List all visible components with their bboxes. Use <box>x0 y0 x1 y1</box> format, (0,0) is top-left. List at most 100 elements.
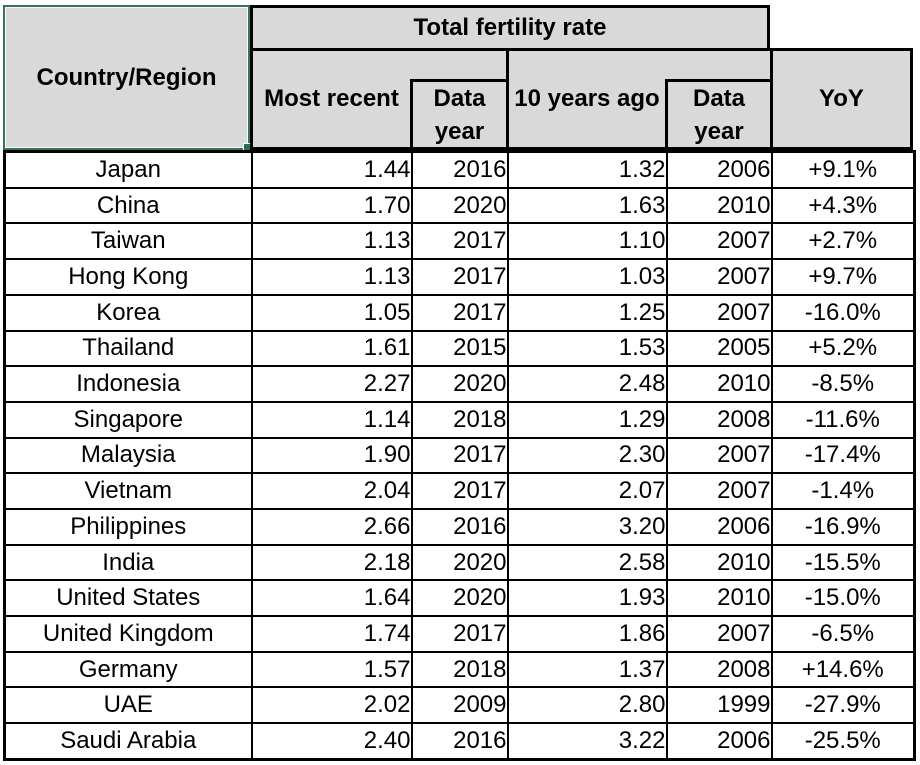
data-year-1-cell[interactable]: 2016 <box>410 722 509 761</box>
ten-years-ago-cell[interactable]: 1.63 <box>506 186 668 225</box>
ten-years-ago-cell[interactable]: 3.22 <box>506 722 668 761</box>
country-cell[interactable]: Japan <box>3 150 253 189</box>
yoy-cell[interactable]: +2.7% <box>770 222 916 261</box>
yoy-cell[interactable]: -11.6% <box>770 400 916 439</box>
data-year-1-cell[interactable]: 2016 <box>410 150 509 189</box>
data-year-1-cell[interactable]: 2017 <box>410 222 509 261</box>
yoy-cell[interactable]: -25.5% <box>770 722 916 761</box>
data-year-2-cell[interactable]: 2010 <box>665 579 773 618</box>
country-cell[interactable]: China <box>3 186 253 225</box>
most-recent-cell[interactable]: 2.18 <box>250 543 413 582</box>
country-cell[interactable]: United States <box>3 579 253 618</box>
data-year-2-cell[interactable]: 2006 <box>665 722 773 761</box>
data-year-1-cell[interactable]: 2017 <box>410 436 509 475</box>
group-header-cell[interactable]: Total fertility rate <box>250 5 770 48</box>
data-year-2-cell[interactable]: 2008 <box>665 650 773 689</box>
yoy-cell[interactable]: +9.1% <box>770 150 916 189</box>
country-cell[interactable]: UAE <box>3 686 253 725</box>
country-cell[interactable]: Hong Kong <box>3 258 253 296</box>
most-recent-cell[interactable]: 1.44 <box>250 150 413 189</box>
data-year-2-cell[interactable]: 2007 <box>665 222 773 261</box>
most-recent-cell[interactable]: 1.70 <box>250 186 413 225</box>
selection-fill-handle[interactable] <box>244 144 252 152</box>
yoy-cell[interactable]: -16.9% <box>770 507 916 546</box>
data-year-1-header-cell[interactable]: Data year <box>410 79 509 147</box>
data-year-1-cell[interactable]: 2017 <box>410 472 509 510</box>
data-year-2-cell[interactable]: 2007 <box>665 258 773 296</box>
ten-years-ago-cell[interactable]: 1.10 <box>506 222 668 261</box>
yoy-cell[interactable]: -15.0% <box>770 579 916 618</box>
ten-years-ago-cell[interactable]: 1.86 <box>506 615 668 653</box>
data-year-2-cell[interactable]: 2005 <box>665 329 773 368</box>
country-region-header-cell[interactable]: Country/Region <box>3 5 252 152</box>
ten-years-ago-cell[interactable]: 1.32 <box>506 150 668 189</box>
yoy-cell[interactable]: -8.5% <box>770 365 916 403</box>
data-year-2-cell[interactable]: 2007 <box>665 615 773 653</box>
yoy-header-cell[interactable]: YoY <box>819 85 864 112</box>
data-year-2-header-cell[interactable]: Data year <box>665 79 773 147</box>
yoy-cell[interactable]: +5.2% <box>770 329 916 368</box>
data-year-1-cell[interactable]: 2020 <box>410 365 509 403</box>
yoy-cell[interactable]: -6.5% <box>770 615 916 653</box>
country-cell[interactable]: Taiwan <box>3 222 253 261</box>
country-cell[interactable]: Philippines <box>3 507 253 546</box>
data-year-1-cell[interactable]: 2020 <box>410 579 509 618</box>
ten-years-ago-header-cell[interactable]: 10 years ago <box>514 85 660 112</box>
most-recent-cell[interactable]: 1.57 <box>250 650 413 689</box>
yoy-cell[interactable]: -15.5% <box>770 543 916 582</box>
most-recent-cell[interactable]: 2.66 <box>250 507 413 546</box>
country-cell[interactable]: United Kingdom <box>3 615 253 653</box>
data-year-1-cell[interactable]: 2017 <box>410 615 509 653</box>
ten-years-ago-cell[interactable]: 1.03 <box>506 258 668 296</box>
country-cell[interactable]: Germany <box>3 650 253 689</box>
yoy-cell[interactable]: +9.7% <box>770 258 916 296</box>
ten-years-ago-cell[interactable]: 3.20 <box>506 507 668 546</box>
data-year-1-cell[interactable]: 2017 <box>410 258 509 296</box>
most-recent-cell[interactable]: 1.61 <box>250 329 413 368</box>
ten-years-ago-cell[interactable]: 2.07 <box>506 472 668 510</box>
data-year-1-cell[interactable]: 2020 <box>410 543 509 582</box>
most-recent-cell[interactable]: 2.04 <box>250 472 413 510</box>
yoy-cell[interactable]: -16.0% <box>770 293 916 332</box>
country-cell[interactable]: Indonesia <box>3 365 253 403</box>
country-cell[interactable]: Thailand <box>3 329 253 368</box>
most-recent-cell[interactable]: 1.74 <box>250 615 413 653</box>
country-cell[interactable]: Malaysia <box>3 436 253 475</box>
most-recent-cell[interactable]: 1.64 <box>250 579 413 618</box>
most-recent-cell[interactable]: 2.40 <box>250 722 413 761</box>
data-year-2-cell[interactable]: 2006 <box>665 150 773 189</box>
most-recent-cell[interactable]: 2.02 <box>250 686 413 725</box>
data-year-2-cell[interactable]: 2008 <box>665 400 773 439</box>
yoy-cell[interactable]: -1.4% <box>770 472 916 510</box>
data-year-1-cell[interactable]: 2018 <box>410 400 509 439</box>
data-year-1-cell[interactable]: 2016 <box>410 507 509 546</box>
most-recent-cell[interactable]: 1.13 <box>250 258 413 296</box>
ten-years-ago-cell[interactable]: 2.30 <box>506 436 668 475</box>
data-year-2-cell[interactable]: 2006 <box>665 507 773 546</box>
data-year-2-cell[interactable]: 2010 <box>665 186 773 225</box>
data-year-1-cell[interactable]: 2017 <box>410 293 509 332</box>
most-recent-cell[interactable]: 1.13 <box>250 222 413 261</box>
data-year-2-cell[interactable]: 2007 <box>665 293 773 332</box>
yoy-cell[interactable]: +14.6% <box>770 650 916 689</box>
country-cell[interactable]: Korea <box>3 293 253 332</box>
most-recent-cell[interactable]: 2.27 <box>250 365 413 403</box>
ten-years-ago-cell[interactable]: 1.37 <box>506 650 668 689</box>
ten-years-ago-cell[interactable]: 1.25 <box>506 293 668 332</box>
yoy-cell[interactable]: -27.9% <box>770 686 916 725</box>
yoy-cell[interactable]: -17.4% <box>770 436 916 475</box>
data-year-1-cell[interactable]: 2018 <box>410 650 509 689</box>
country-cell[interactable]: Saudi Arabia <box>3 722 253 761</box>
ten-years-ago-cell[interactable]: 1.93 <box>506 579 668 618</box>
ten-years-ago-cell[interactable]: 2.48 <box>506 365 668 403</box>
ten-years-ago-cell[interactable]: 2.58 <box>506 543 668 582</box>
ten-years-ago-cell[interactable]: 2.80 <box>506 686 668 725</box>
country-cell[interactable]: Vietnam <box>3 472 253 510</box>
most-recent-cell[interactable]: 1.05 <box>250 293 413 332</box>
country-cell[interactable]: Singapore <box>3 400 253 439</box>
data-year-2-cell[interactable]: 2007 <box>665 472 773 510</box>
data-year-2-cell[interactable]: 1999 <box>665 686 773 725</box>
country-cell[interactable]: India <box>3 543 253 582</box>
most-recent-header-cell[interactable]: Most recent <box>264 85 399 112</box>
data-year-2-cell[interactable]: 2010 <box>665 543 773 582</box>
